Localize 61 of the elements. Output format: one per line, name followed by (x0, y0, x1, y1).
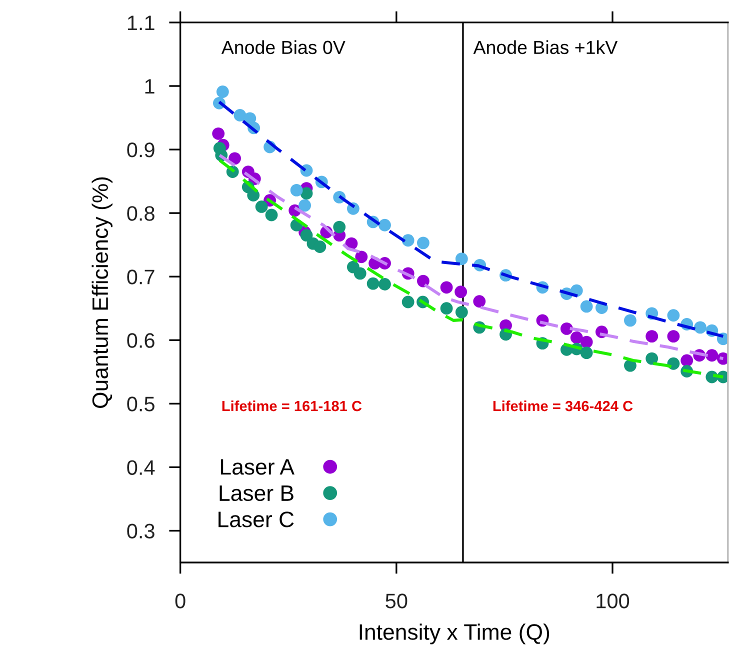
point (417, 274, 430, 288)
point (667, 309, 680, 322)
point (300, 229, 313, 242)
point (580, 300, 593, 313)
annotation: Anode Bias 0V (221, 40, 346, 54)
point (570, 331, 583, 344)
point (440, 281, 453, 294)
point (314, 240, 326, 253)
point (366, 277, 380, 290)
legend-label: Laser B (220, 486, 294, 502)
point (680, 354, 694, 367)
x-axis-title: Intensity x Time (Q) (360, 624, 550, 644)
point (473, 295, 486, 308)
x-tick-label: 0 (175, 594, 186, 608)
y-tick-label: 0.3 (127, 524, 154, 538)
point (265, 208, 278, 222)
legend-label: Laser A (221, 459, 295, 475)
point (333, 220, 346, 234)
point (255, 200, 268, 213)
point (355, 250, 368, 264)
annotation: Lifetime = 346-424 C (493, 400, 633, 412)
point (454, 286, 468, 298)
point (417, 236, 430, 250)
y-tick-label: 0.4 (127, 460, 155, 475)
y-tick-label: 1.1 (128, 16, 154, 30)
y-tick-label: 0.7 (127, 270, 154, 284)
x-tick-label: 100 (596, 594, 630, 608)
point (455, 252, 468, 266)
point (440, 302, 453, 315)
point (646, 330, 658, 343)
point (290, 184, 303, 196)
point (402, 296, 414, 308)
point (580, 346, 593, 360)
legend-label: Laser C (218, 512, 294, 528)
point (247, 189, 260, 202)
y-tick-label: 1 (145, 79, 154, 94)
point (455, 306, 468, 318)
point (667, 330, 680, 343)
point (402, 234, 414, 247)
point (216, 86, 229, 98)
point (234, 109, 246, 122)
point (378, 218, 391, 232)
point (580, 336, 593, 348)
point (378, 278, 391, 290)
point (298, 199, 311, 212)
point (560, 322, 573, 335)
y-tick-label: 0.5 (127, 396, 154, 412)
point (706, 349, 718, 362)
point (694, 321, 706, 334)
y-tick-label: 0.9 (127, 142, 154, 158)
point (646, 352, 658, 365)
annotation: Anode Bias +1kV (473, 40, 618, 54)
y-tick-label: 0.8 (127, 206, 154, 221)
point (212, 127, 225, 140)
y-tick-label: 0.6 (127, 333, 154, 348)
y-axis-title: Quantum Efficiency (%) (92, 177, 112, 408)
x-tick-label: 50 (386, 594, 408, 608)
point (354, 267, 366, 280)
point (300, 187, 313, 200)
annotation: Lifetime = 161-181 C (222, 400, 362, 412)
point (624, 314, 636, 327)
